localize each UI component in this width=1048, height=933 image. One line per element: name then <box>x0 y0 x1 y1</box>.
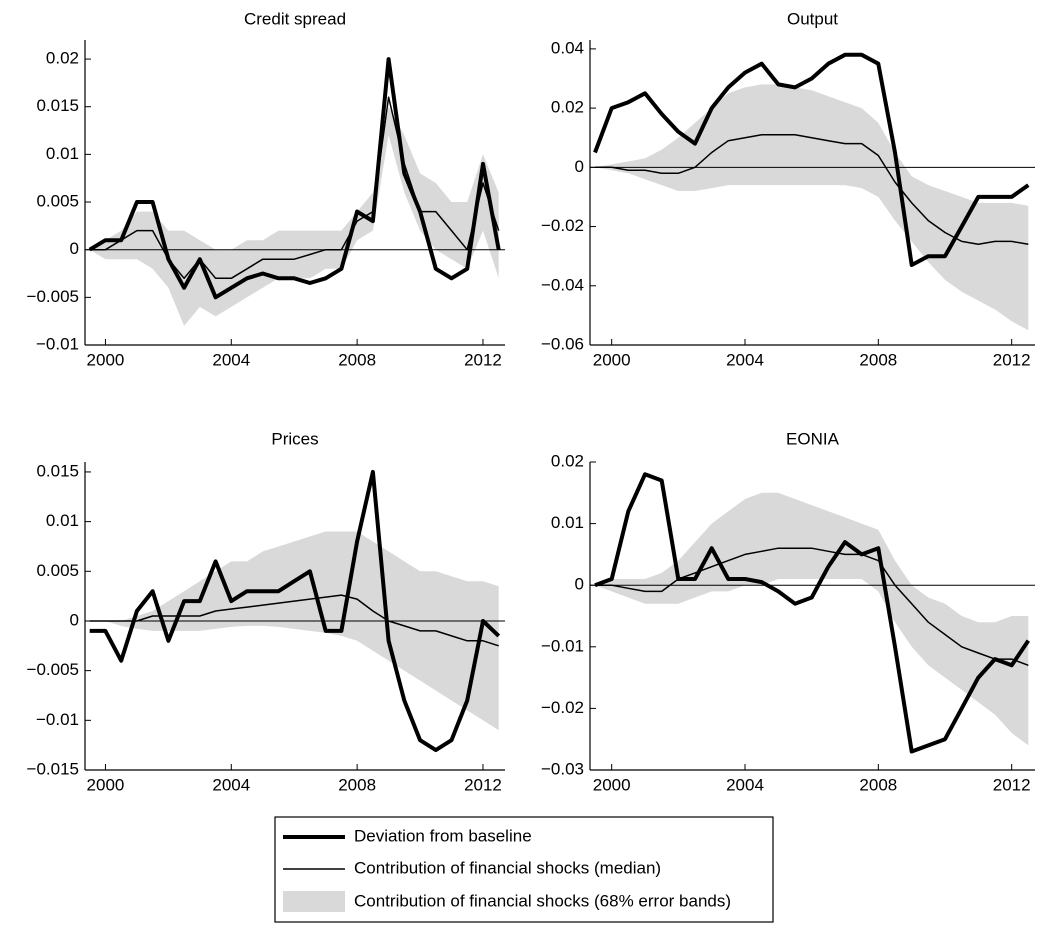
legend-label: Contribution of financial shocks (68% er… <box>354 891 731 910</box>
series-line <box>595 134 1029 246</box>
panel: EONIA −0.03 −0.02 −0.01 0 0.01 0.02 2000 2004 200… <box>541 429 1035 794</box>
y-tick-label: −0.04 <box>541 275 584 294</box>
y-tick-label: 0 <box>575 575 584 594</box>
y-tick-label: 0.02 <box>551 451 584 470</box>
y-tick-label: 0.04 <box>551 38 584 57</box>
x-tick-label: 2008 <box>338 775 376 794</box>
x-tick-label: 2012 <box>464 350 502 369</box>
panel-title: EONIA <box>786 429 840 448</box>
y-tick-label: −0.005 <box>27 287 79 306</box>
y-tick-label: 0.015 <box>36 96 79 115</box>
y-tick-label: 0 <box>70 239 79 258</box>
legend-swatch-band <box>283 891 345 912</box>
x-tick-label: 2000 <box>593 350 631 369</box>
y-tick-label: 0.01 <box>551 513 584 532</box>
series-line <box>89 96 500 280</box>
x-tick-label: 2000 <box>593 775 631 794</box>
y-tick-label: −0.01 <box>36 710 79 729</box>
x-tick-label: 2012 <box>993 775 1031 794</box>
y-tick-label: −0.01 <box>541 636 584 655</box>
x-tick-label: 2004 <box>726 775 764 794</box>
series-line <box>595 547 1029 667</box>
error-band <box>595 492 1029 746</box>
x-tick-label: 2004 <box>212 350 250 369</box>
y-tick-label: 0.02 <box>551 98 584 117</box>
error-band <box>89 531 499 731</box>
x-tick-label: 2008 <box>859 775 897 794</box>
legend-box <box>274 816 774 923</box>
panel: Credit spread −0.01 −0.005 0 0.005 0.01 0.015 0… <box>27 9 505 369</box>
y-tick-label: −0.02 <box>541 216 584 235</box>
y-tick-label: −0.005 <box>27 660 79 679</box>
series-line <box>89 469 501 753</box>
y-tick-label: 0.02 <box>46 49 79 68</box>
x-tick-label: 2008 <box>338 350 376 369</box>
error-band <box>89 106 499 326</box>
legend-label: Deviation from baseline <box>354 826 532 845</box>
x-tick-label: 2004 <box>212 775 250 794</box>
series-line <box>89 594 499 647</box>
x-tick-label: 2008 <box>859 350 897 369</box>
x-tick-label: 2004 <box>726 350 764 369</box>
y-tick-label: −0.01 <box>36 334 79 353</box>
y-tick-label: 0.005 <box>36 561 79 580</box>
x-tick-label: 2012 <box>464 775 502 794</box>
y-tick-label: 0 <box>70 610 79 629</box>
y-tick-label: 0 <box>575 157 584 176</box>
y-tick-label: 0.01 <box>46 511 79 530</box>
panel-title: Output <box>787 9 838 28</box>
y-tick-label: −0.02 <box>541 698 584 717</box>
y-tick-label: 0.005 <box>36 192 79 211</box>
series-line <box>594 472 1030 754</box>
panel: Output −0.06 −0.04 −0.02 0 0.02 0.04 2000 2004 20… <box>541 9 1035 369</box>
x-tick-label: 2012 <box>993 350 1031 369</box>
y-tick-label: 0.015 <box>36 461 79 480</box>
series-line <box>88 57 501 300</box>
series-line <box>593 52 1030 267</box>
y-tick-label: 0.01 <box>46 144 79 163</box>
x-tick-label: 2000 <box>87 775 125 794</box>
legend-label: Contribution of financial shocks (median… <box>354 858 661 877</box>
y-tick-label: −0.015 <box>27 759 79 778</box>
panel-title: Prices <box>271 429 318 448</box>
x-tick-label: 2000 <box>87 350 125 369</box>
y-tick-label: −0.03 <box>541 759 584 778</box>
panel: Prices −0.015 −0.01 −0.005 0 0.005 0.01 0.015 20… <box>27 429 505 794</box>
y-tick-label: −0.06 <box>541 334 584 353</box>
error-band <box>595 84 1029 331</box>
panel-title: Credit spread <box>244 9 346 28</box>
